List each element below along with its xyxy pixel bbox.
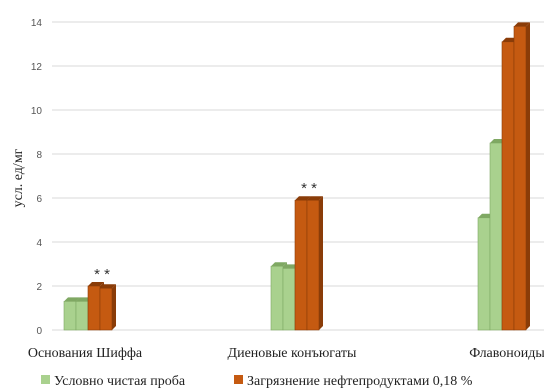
x-category-label: Основания Шиффа bbox=[28, 346, 143, 361]
bar-clean bbox=[75, 301, 89, 331]
legend-swatch-polluted bbox=[234, 375, 243, 384]
bar-top bbox=[514, 22, 530, 27]
y-tick-label: 8 bbox=[36, 150, 42, 161]
y-tick-label: 0 bbox=[36, 326, 42, 337]
y-tick-label: 4 bbox=[36, 238, 42, 249]
bar-side bbox=[526, 22, 530, 331]
x-axis-categories: Основания Шиффа Диеновые конъюгаты Флавоно… bbox=[28, 346, 544, 361]
y-tick-label: 12 bbox=[31, 62, 43, 73]
bar-top bbox=[271, 262, 287, 267]
y-tick-label: 2 bbox=[36, 282, 42, 293]
bar-polluted bbox=[501, 41, 515, 331]
bar-top bbox=[295, 196, 311, 201]
bar-clean bbox=[477, 217, 491, 331]
legend-label-polluted: Загрязнение нефтепродуктами 0,18 % bbox=[247, 374, 473, 389]
legend-swatch-clean bbox=[41, 375, 50, 384]
significance-annotations: * * * * bbox=[94, 180, 317, 283]
y-axis-title: усл. ед/мг bbox=[11, 148, 26, 207]
y-tick-label: 10 bbox=[31, 106, 43, 117]
bar-clean bbox=[489, 142, 503, 331]
bar-polluted bbox=[513, 26, 527, 331]
legend-label-clean: Условно чистая проба bbox=[54, 374, 186, 389]
bar-polluted bbox=[294, 199, 308, 331]
bar-side bbox=[319, 196, 323, 330]
bar-clean bbox=[63, 301, 77, 331]
y-tick-label: 6 bbox=[36, 194, 42, 205]
x-category-label: Флавоноиды bbox=[469, 346, 544, 361]
bar-top bbox=[88, 282, 104, 286]
y-axis-ticks: 0 2 4 6 8 10 12 14 bbox=[31, 18, 43, 337]
bar-polluted bbox=[87, 285, 101, 331]
bar-clean bbox=[282, 268, 296, 331]
legend: Условно чистая проба Загрязнение нефтепр… bbox=[41, 374, 473, 389]
x-category-label: Диеновые конъюгаты bbox=[228, 346, 357, 361]
bar-top bbox=[100, 284, 116, 289]
bar-clean bbox=[270, 265, 284, 331]
bar-polluted bbox=[99, 287, 113, 331]
significance-stars: * * bbox=[94, 266, 110, 283]
y-tick-label: 14 bbox=[31, 18, 43, 29]
bar-top bbox=[307, 196, 323, 201]
bar-top bbox=[64, 297, 80, 302]
significance-stars: * * bbox=[301, 180, 317, 197]
bar-side bbox=[112, 284, 116, 330]
bar-polluted bbox=[306, 199, 320, 331]
bars bbox=[63, 22, 530, 331]
